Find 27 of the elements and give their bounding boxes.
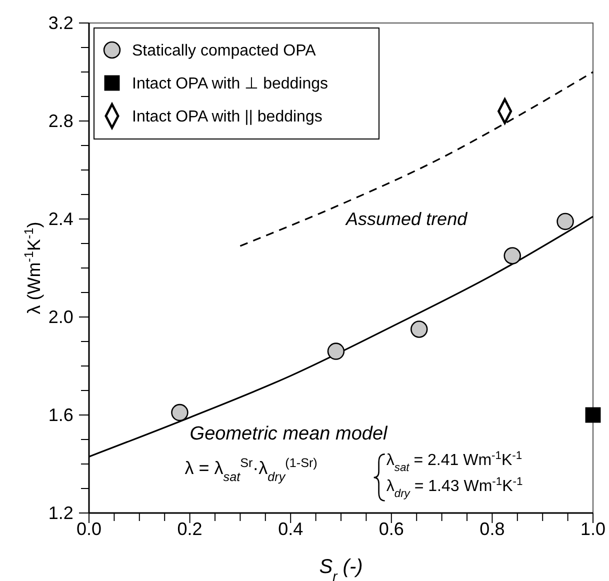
x-tick-label: 0.6 xyxy=(378,518,404,539)
x-tick-label: 0.4 xyxy=(278,518,304,539)
y-tick-label: 2.4 xyxy=(48,208,74,229)
x-tick-label: 0.0 xyxy=(76,518,102,539)
legend-label: Intact OPA with || beddings xyxy=(132,108,322,126)
x-tick-label: 0.8 xyxy=(480,518,505,539)
point xyxy=(585,407,601,423)
y-tick-label: 1.6 xyxy=(48,404,74,425)
x-tick-label: 1.0 xyxy=(580,518,606,539)
x-axis-title: S$_{r}$ (-) xyxy=(319,556,363,581)
y-tick-label: 2.8 xyxy=(48,110,74,131)
point xyxy=(410,320,428,338)
x-tick-label: 0.2 xyxy=(177,518,202,539)
point xyxy=(327,342,345,360)
annotation: Assumed trend xyxy=(345,209,468,230)
y-tick-label: 2.0 xyxy=(48,306,74,327)
legend-label: Intact OPA with ⊥ beddings xyxy=(132,76,328,93)
point xyxy=(556,212,574,230)
y-tick-label: 1.2 xyxy=(48,502,74,523)
annotation: λ$_{dry}$ = 1.43 Wm$^{-1}$K$^{-1}$ xyxy=(386,476,523,500)
legend-label: Statically compacted OPA xyxy=(132,42,316,60)
y-tick-label: 3.2 xyxy=(48,12,74,33)
line-series xyxy=(239,71,594,247)
point xyxy=(504,247,521,264)
annotation: λ$_{sat}$ = 2.41 Wm$^{-1}$K$^{-1}$ xyxy=(386,450,522,474)
point xyxy=(171,404,188,422)
annotation: Geometric mean model xyxy=(190,424,388,444)
